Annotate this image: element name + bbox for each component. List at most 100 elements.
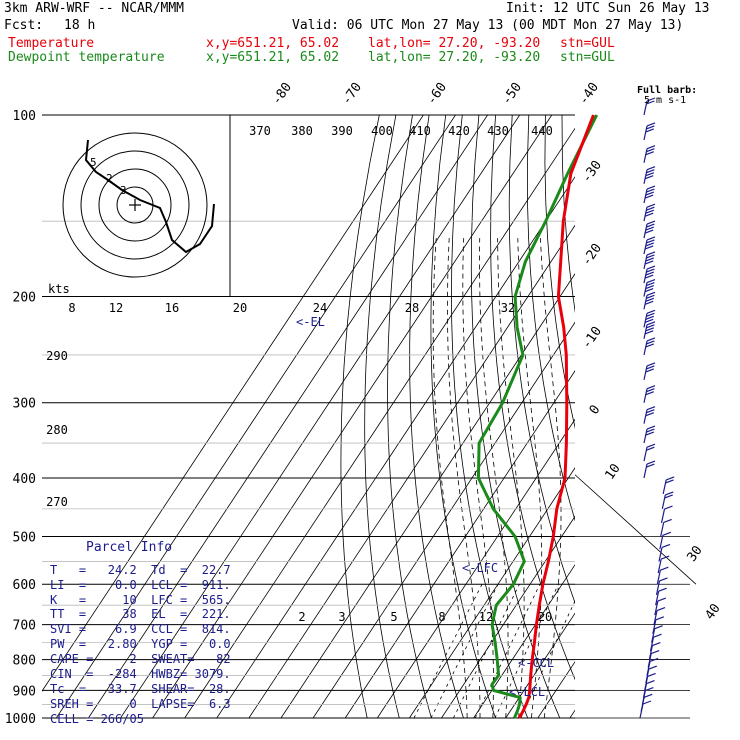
- isotherm: [312, 321, 575, 718]
- wind-barb: [654, 597, 667, 616]
- isotherm-label-right: 10: [602, 461, 623, 482]
- theta-label: 400: [371, 124, 393, 138]
- wind-barb-shaft: [661, 494, 666, 510]
- wind-barb-flag: [646, 365, 655, 370]
- wind-barb: [652, 616, 665, 634]
- wind-barb: [643, 251, 656, 270]
- isotherm: [120, 115, 521, 718]
- wind-barb-flag: [645, 327, 655, 332]
- dry-adiabat: [662, 115, 740, 718]
- wind-barb-shaft: [653, 610, 658, 625]
- wind-barb-shaft: [643, 340, 648, 356]
- moist-adiabat-label: 24: [313, 301, 327, 315]
- wind-barb: [662, 476, 675, 495]
- dewpoint-line: [476, 114, 599, 719]
- pressure-tick-label: 900: [13, 684, 36, 699]
- wind-barb-shaft: [662, 479, 667, 495]
- moist-adiabat-label: 8: [68, 301, 75, 315]
- hodograph-trace: [84, 139, 215, 254]
- wind-barb-shaft: [643, 239, 648, 255]
- wind-barb-shaft: [659, 535, 664, 550]
- wind-barb: [655, 587, 667, 606]
- wind-barb-flag: [645, 391, 655, 396]
- mixing-ratio-line: [430, 584, 499, 718]
- mixing-ratio-label: 5: [390, 610, 397, 624]
- wind-barb-flag: [646, 125, 655, 130]
- wind-barb-flag: [645, 128, 655, 133]
- wind-barb: [655, 577, 668, 596]
- isotherm: [441, 515, 575, 718]
- wind-barb-flag: [645, 209, 655, 214]
- wind-barb-flag: [644, 229, 654, 234]
- wind-barb-flag: [646, 460, 656, 465]
- temperature-line: [517, 114, 595, 719]
- wind-barb-flag: [646, 278, 656, 284]
- wind-barb-flag: [646, 324, 655, 329]
- wind-barb: [643, 97, 656, 116]
- wind-barb: [643, 278, 656, 297]
- pressure-tick-label: 800: [13, 654, 36, 669]
- wind-barb-flag: [644, 318, 654, 323]
- hodograph-ring: [98, 168, 172, 242]
- dry-adiabat: [695, 115, 740, 718]
- temperature-latlon: lat,lon= 27.20, -93.20: [368, 36, 541, 51]
- wind-barb-shaft: [643, 463, 648, 479]
- init-time: Init: 12 UTC Sun 26 May 13: [506, 1, 710, 16]
- valid-time: Valid: 06 UTC Mon 27 May 13 (00 MDT Mon …: [292, 18, 684, 33]
- wind-barb: [643, 337, 656, 356]
- dry-adiabat: [451, 115, 529, 718]
- boundary-line: [574, 474, 697, 585]
- theta-label: 420: [448, 124, 470, 138]
- wind-barb-flag: [645, 151, 655, 156]
- wind-barb-flag: [646, 185, 656, 190]
- forecast-hour: 18 h: [64, 18, 96, 33]
- isotherm-label-top: -70: [339, 80, 365, 108]
- wind-barb: [643, 265, 656, 284]
- wind-barb-flag: [665, 479, 674, 484]
- wind-barb: [643, 309, 656, 328]
- wind-barb-flag: [645, 271, 655, 276]
- parcel-row: TT = 38 EL = 221.: [50, 607, 231, 621]
- wind-barb-flag: [655, 616, 665, 621]
- wind-barb-shaft: [652, 619, 657, 634]
- parcel-info-title: Parcel Info: [86, 540, 173, 555]
- wind-barb-shaft: [649, 637, 655, 652]
- dry-adiabat: [490, 115, 575, 681]
- wind-barb: [656, 566, 669, 585]
- wind-barb-flag: [646, 251, 656, 256]
- wind-barb-flag: [645, 172, 655, 177]
- wind-barb-flag: [665, 476, 675, 481]
- wind-barb-flag: [646, 385, 656, 390]
- wind-barb-flag: [644, 194, 654, 199]
- mixing-ratio-label: 3: [338, 610, 345, 624]
- moist-adiabat-label: 20: [233, 301, 247, 315]
- isotherm: [344, 370, 575, 718]
- wind-barb-shaft: [643, 223, 648, 239]
- wind-barb-shaft: [643, 207, 648, 222]
- hodograph-ring: [80, 150, 190, 260]
- dry-adiabat: [712, 115, 740, 718]
- hodograph-ring-label: 5: [90, 156, 97, 169]
- wind-barb-flag: [646, 236, 656, 241]
- wind-barb: [643, 362, 656, 381]
- parcel-row: PW = 2.80 YGP = 0.0: [50, 637, 231, 651]
- wind-barb-flag: [663, 518, 672, 524]
- wind-barb-shaft: [656, 570, 661, 585]
- isotherm: [602, 115, 740, 718]
- temperature-legend: Temperature: [8, 36, 95, 51]
- parcel-row: LI = 0.0 LCL = 911.: [50, 578, 231, 592]
- dewpoint-legend: Dewpoint temperature: [8, 50, 165, 65]
- dry-adiabat: [470, 115, 561, 718]
- dry-adiabat: [612, 115, 740, 718]
- wind-barb-flag: [646, 166, 656, 171]
- wind-barb-flag: [662, 531, 672, 536]
- wind-barb-flag: [646, 254, 655, 259]
- wind-barb: [643, 406, 656, 424]
- wind-barb-flag: [649, 657, 659, 663]
- wind-barb-flag: [646, 309, 656, 314]
- wind-barb-flag: [646, 409, 655, 414]
- mixing-ratio-label: 2: [298, 610, 305, 624]
- isotherm: [505, 612, 575, 718]
- dry-adiabat: [728, 115, 740, 718]
- pressure-tick-label: 1000: [5, 712, 36, 727]
